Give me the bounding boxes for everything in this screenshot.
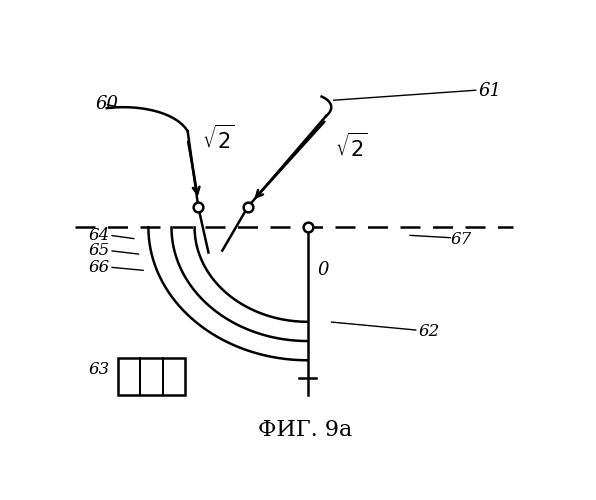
Text: 64: 64 [88, 226, 110, 244]
Bar [119, 358, 185, 395]
Text: 67: 67 [451, 230, 472, 248]
Text: 63: 63 [88, 362, 110, 378]
Text: 60: 60 [95, 96, 118, 114]
Text: 0: 0 [317, 261, 328, 279]
Text: 66: 66 [88, 258, 110, 276]
Text: 61: 61 [479, 82, 502, 100]
Text: ФИГ. 9a: ФИГ. 9a [258, 418, 353, 440]
Text: 62: 62 [418, 323, 440, 340]
Text: $\sqrt{2}$: $\sqrt{2}$ [336, 132, 368, 161]
Text: 65: 65 [88, 242, 110, 259]
Text: $\sqrt{2}$: $\sqrt{2}$ [201, 124, 234, 153]
